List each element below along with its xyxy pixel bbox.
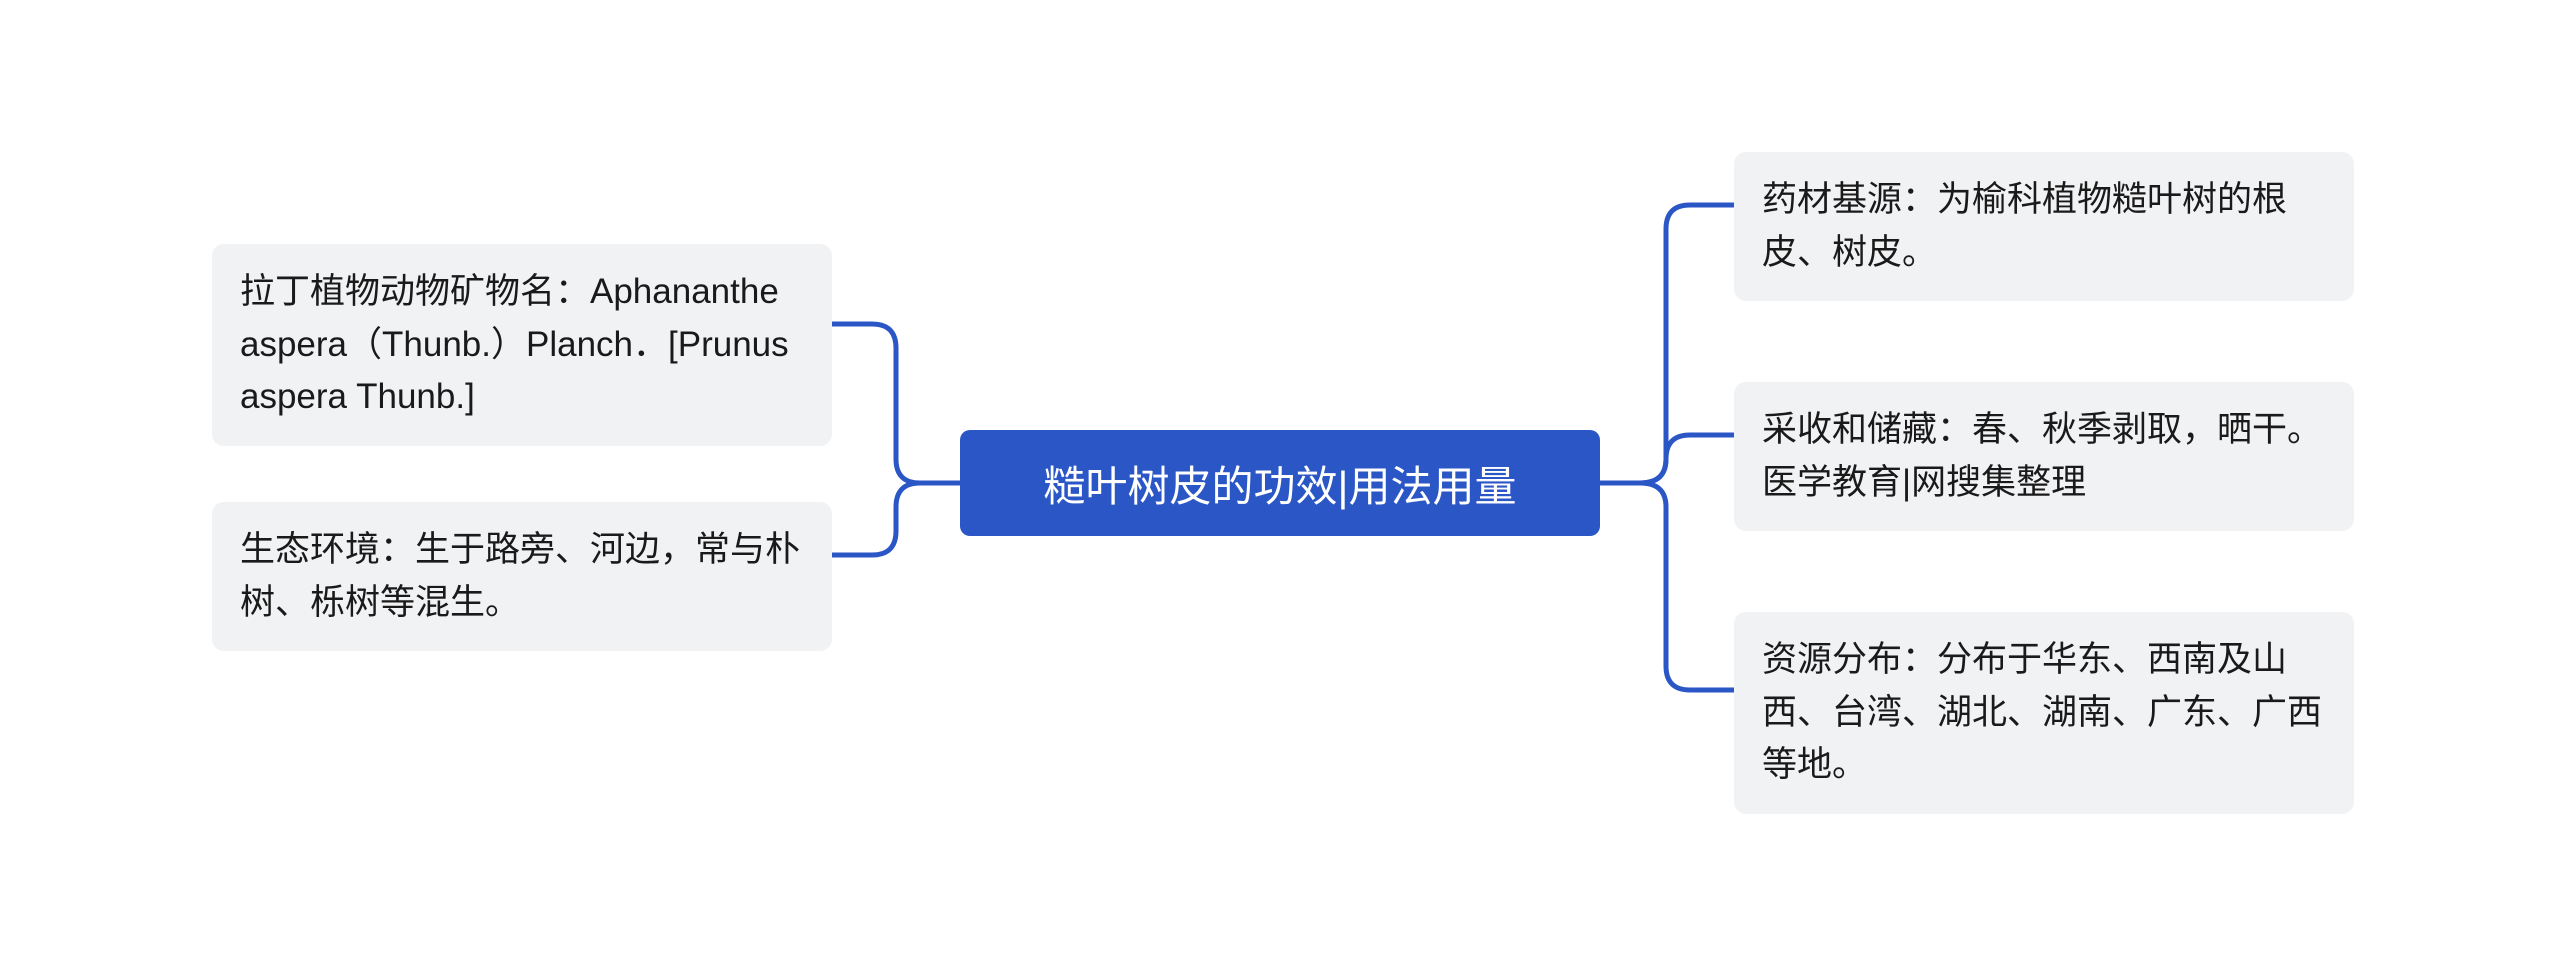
connector-right-1 [1600,435,1734,483]
connector-right-2 [1600,483,1734,690]
leaf-right-2[interactable]: 资源分布：分布于华东、西南及山西、台湾、湖北、湖南、广东、广西等地。 [1734,612,2354,814]
leaf-left-0[interactable]: 拉丁植物动物矿物名：Aphananthe aspera（Thunb.）Planc… [212,244,832,446]
connector-left-1 [832,483,960,555]
connector-left-0 [832,324,960,483]
connector-right-0 [1600,205,1734,483]
leaf-right-1[interactable]: 采收和储藏：春、秋季剥取，晒干。 医学教育|网搜集整理 [1734,382,2354,531]
mindmap-canvas: 糙叶树皮的功效|用法用量 拉丁植物动物矿物名：Aphananthe aspera… [0,0,2560,969]
leaf-left-1[interactable]: 生态环境：生于路旁、河边，常与朴树、栎树等混生。 [212,502,832,651]
leaf-right-0[interactable]: 药材基源：为榆科植物糙叶树的根皮、树皮。 [1734,152,2354,301]
center-node[interactable]: 糙叶树皮的功效|用法用量 [960,430,1600,536]
